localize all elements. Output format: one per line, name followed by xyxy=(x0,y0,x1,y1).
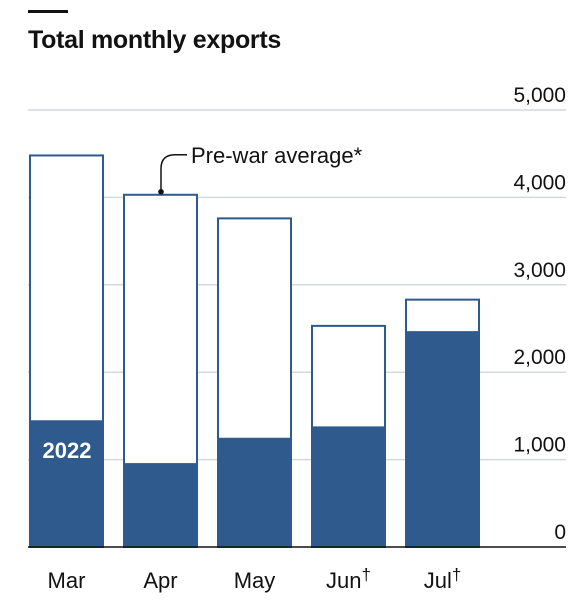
x-tick-label: Jul† xyxy=(424,565,462,593)
y-tick-label: 0 xyxy=(554,521,566,544)
y-tick-label: 1,000 xyxy=(513,434,566,457)
annotation-leader-line xyxy=(160,154,187,192)
y-tick-label: 4,000 xyxy=(513,171,566,194)
footnote-mark: † xyxy=(362,565,371,584)
x-tick-label: Apr xyxy=(143,568,177,593)
bar-2022 xyxy=(123,463,198,547)
y-tick-label: 2,000 xyxy=(513,346,566,369)
annotation-leader-dot xyxy=(158,188,164,195)
series-label-2022: 2022 xyxy=(43,438,92,463)
x-tick-label: May xyxy=(234,568,276,593)
annotation-prewar-average: Pre-war average* xyxy=(191,143,363,168)
chart-title: Total monthly exports xyxy=(28,26,281,54)
bar-2022 xyxy=(29,420,104,547)
footnote-mark: † xyxy=(452,565,461,584)
bar-2022 xyxy=(217,437,292,547)
y-tick-label: 5,000 xyxy=(513,84,566,107)
y-tick-label: 3,000 xyxy=(513,259,566,282)
bar-2022 xyxy=(311,426,386,547)
x-tick-label: Jun† xyxy=(326,565,371,593)
x-tick-label: Mar xyxy=(48,568,86,593)
bar-2022 xyxy=(405,331,480,547)
title-rule xyxy=(28,10,68,13)
